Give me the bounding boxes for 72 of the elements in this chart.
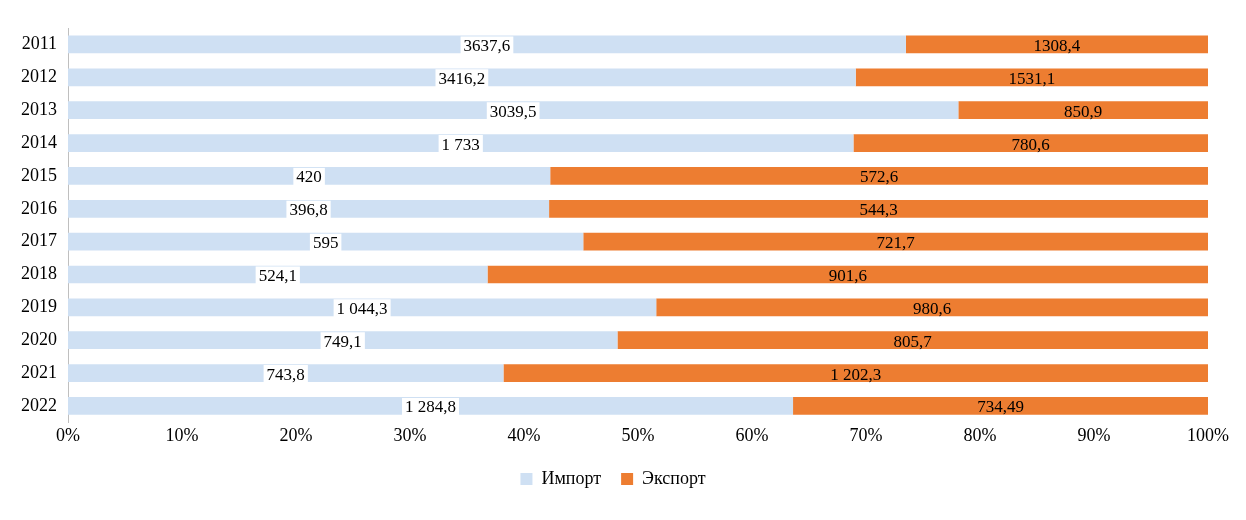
bar (68, 298, 657, 317)
legend-label: Импорт (541, 467, 602, 488)
x-tick-label: 90% (1077, 424, 1111, 445)
annotation: 1 284,8 (405, 397, 457, 417)
annotation: 396,8 (289, 200, 328, 220)
annotation: 780,6 (1011, 134, 1050, 154)
annotation: 721,7 (876, 233, 916, 253)
annotation: 544,3 (859, 200, 898, 220)
annotation: 524,1 (258, 265, 297, 285)
y-tick-label: 2014 (21, 131, 57, 152)
annotation: 734,49 (977, 397, 1024, 417)
x-tick-label: 100% (1187, 424, 1229, 445)
annotation: 420 (296, 167, 322, 187)
bar (503, 364, 1208, 382)
bar (68, 232, 584, 251)
bar (68, 397, 794, 415)
bar (905, 35, 1208, 54)
bar (68, 35, 906, 54)
annotation: 901,6 (828, 265, 867, 285)
bar (550, 167, 1208, 185)
bar (793, 397, 1208, 415)
bar (68, 68, 856, 87)
y-tick-label: 2016 (21, 197, 57, 218)
x-tick-label: 10% (165, 424, 199, 445)
x-tick-label: 40% (507, 424, 541, 445)
annotation: 3637,6 (463, 35, 511, 55)
annotation: 1531,1 (1008, 68, 1056, 88)
annotation: 1 202,3 (830, 364, 882, 384)
bar (549, 199, 1208, 218)
bar (68, 331, 618, 350)
bar (958, 101, 1208, 120)
annotation: 3416,2 (438, 68, 486, 88)
legend-label: Экспорт (642, 467, 706, 488)
bar (68, 167, 551, 185)
annotation: 1 044,3 (336, 298, 388, 318)
x-tick-label: 60% (735, 424, 769, 445)
bar (68, 134, 854, 152)
bar (656, 298, 1208, 317)
y-tick-label: 2018 (21, 263, 57, 284)
y-tick-label: 2022 (21, 394, 57, 415)
y-tick-label: 2021 (21, 361, 57, 382)
y-tick-label: 2020 (21, 328, 57, 349)
annotation: 980,6 (912, 298, 952, 318)
y-tick-label: 2015 (21, 164, 57, 185)
annotation: 1 733 (441, 134, 480, 154)
bar (855, 68, 1208, 87)
x-tick-label: 80% (963, 424, 997, 445)
x-tick-label: 30% (393, 424, 427, 445)
bar (583, 232, 1208, 251)
annotation: 3039,5 (489, 101, 537, 121)
bar (487, 265, 1208, 284)
annotation: 743,8 (266, 364, 305, 384)
bar (853, 134, 1208, 152)
annotation: 572,6 (859, 167, 899, 187)
x-tick-label: 0% (56, 424, 80, 445)
x-tick-label: 20% (279, 424, 313, 445)
y-tick-label: 2017 (21, 230, 57, 251)
x-tick-label: 50% (621, 424, 655, 445)
annotation: 749,1 (323, 331, 362, 351)
annotation: 805,7 (893, 331, 933, 351)
y-tick-label: 2011 (21, 33, 57, 54)
annotation: 595 (312, 233, 339, 253)
annotation: 850,9 (1064, 101, 1103, 121)
bar (68, 199, 550, 218)
bar (617, 331, 1208, 350)
y-tick-label: 2019 (21, 296, 57, 317)
y-tick-label: 2013 (21, 98, 57, 119)
bar (68, 364, 504, 382)
x-tick-label: 70% (849, 424, 883, 445)
annotation: 1308,4 (1033, 35, 1081, 55)
bar (68, 101, 959, 120)
y-tick-label: 2012 (21, 66, 57, 87)
